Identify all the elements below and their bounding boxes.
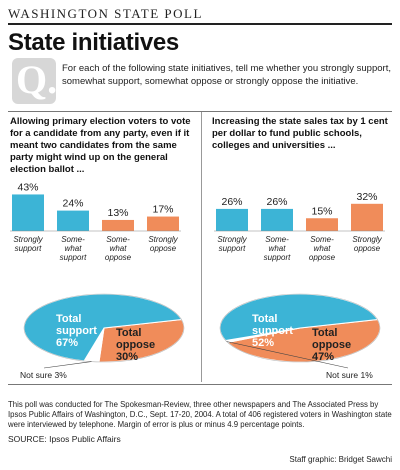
- question-icon: [12, 58, 56, 104]
- chart1-pie-support-label-1: Total: [56, 313, 81, 325]
- chart1-pie-oppose-label-1: Total: [116, 327, 141, 339]
- chart2-value-label-2: 26%: [266, 196, 287, 208]
- chart2-pie-support-label-2: support: [252, 325, 293, 337]
- chart1-pie-support-label-2: support: [56, 325, 97, 337]
- chart2-pie-outline: [219, 293, 381, 363]
- chart2-pie-support-value: 52%: [252, 337, 274, 349]
- chart2-bar-2: [261, 208, 293, 231]
- chart2-pie-not-sure-label: Not sure 1%: [326, 370, 373, 380]
- chart1-value-label-1: 43%: [17, 181, 38, 193]
- chart1-pie-outline: [23, 293, 185, 363]
- chart1-tick-4-line-1: Strongly: [148, 235, 178, 244]
- chart2-value-label-4: 32%: [356, 191, 377, 203]
- chart1-value-label-3: 13%: [107, 207, 128, 219]
- chart1-tick-4-line-2: oppose: [150, 244, 177, 253]
- header-rule: [8, 23, 392, 25]
- question-mark: Q.: [16, 57, 58, 102]
- divider-top: [8, 111, 392, 112]
- footnote: This poll was conducted for The Spokesma…: [8, 400, 392, 429]
- chart2-tick-4-line-1: Strongly: [352, 235, 382, 244]
- chart2-tick-2-line-3: support: [264, 253, 291, 262]
- chart2-tick-2-line-2: what: [269, 244, 287, 253]
- chart1-bar-4: [147, 216, 179, 231]
- chart2-value-label-3: 15%: [311, 205, 332, 217]
- chart1-tick-3-line-2: what: [110, 244, 128, 253]
- chart2-bar-4: [351, 203, 383, 231]
- chart2-pie-support-label-1: Total: [252, 313, 277, 325]
- chart2-bar-1: [216, 208, 248, 231]
- chart1-pie-oppose-value: 30%: [116, 351, 138, 363]
- chart2-tick-2-line-1: Some-: [265, 235, 289, 244]
- chart2-tick-3-line-2: what: [314, 244, 332, 253]
- source-line: SOURCE: Ipsos Public Affairs: [8, 434, 121, 444]
- chart2-pie-oppose-value: 47%: [312, 351, 334, 363]
- poll-kicker: WASHINGTON STATE POLL: [8, 6, 203, 21]
- chart2-tick-3-line-1: Some-: [310, 235, 334, 244]
- chart2-bar-3: [306, 218, 338, 231]
- chart1-bar-1: [12, 194, 44, 231]
- chart2-tick-4-line-2: oppose: [354, 244, 381, 253]
- chart1-pie-not-sure-leader: [43, 361, 92, 369]
- chart1-bar-2: [57, 210, 89, 231]
- chart1-tick-2-line-1: Some-: [61, 235, 85, 244]
- chart2-tick-1-line-2: support: [219, 244, 246, 253]
- chart1-tick-3-line-1: Some-: [106, 235, 130, 244]
- chart2-value-label-1: 26%: [221, 196, 242, 208]
- chart1-question: Allowing primary election voters to vote…: [10, 116, 191, 175]
- question-text: For each of the following state initiati…: [62, 63, 391, 87]
- chart1-tick-1-line-1: Strongly: [13, 235, 43, 244]
- chart2-pie-not-sure-leader: [226, 341, 349, 369]
- credit-line: Staff graphic: Bridget Sawchi: [289, 455, 392, 464]
- chart1-pie-not-sure-label: Not sure 3%: [20, 370, 67, 380]
- chart1-pie-oppose-label-2: oppose: [116, 339, 155, 351]
- divider-center: [201, 112, 202, 382]
- divider-bottom: [8, 384, 392, 385]
- chart2-pie-oppose-label-2: oppose: [312, 339, 351, 351]
- chart1-tick-3-line-3: oppose: [105, 253, 132, 262]
- chart1-tick-1-line-2: support: [15, 244, 42, 253]
- chart1-bar-3: [102, 219, 134, 231]
- chart2-tick-1-line-1: Strongly: [217, 235, 247, 244]
- page-title: State initiatives: [8, 29, 179, 56]
- chart1-value-label-2: 24%: [62, 198, 83, 210]
- chart1-pie-support-value: 67%: [56, 337, 78, 349]
- chart1-tick-2-line-2: what: [65, 244, 83, 253]
- chart1-tick-2-line-3: support: [60, 253, 87, 262]
- chart1-value-label-4: 17%: [152, 204, 173, 216]
- chart2-pie-oppose-label-1: Total: [312, 327, 337, 339]
- chart2-question: Increasing the state sales tax by 1 cent…: [212, 116, 388, 151]
- chart2-tick-3-line-3: oppose: [309, 253, 336, 262]
